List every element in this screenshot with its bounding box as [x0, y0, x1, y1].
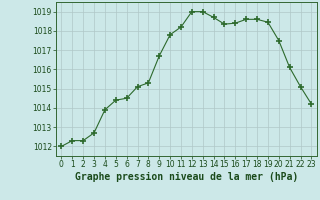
X-axis label: Graphe pression niveau de la mer (hPa): Graphe pression niveau de la mer (hPa)	[75, 172, 298, 182]
